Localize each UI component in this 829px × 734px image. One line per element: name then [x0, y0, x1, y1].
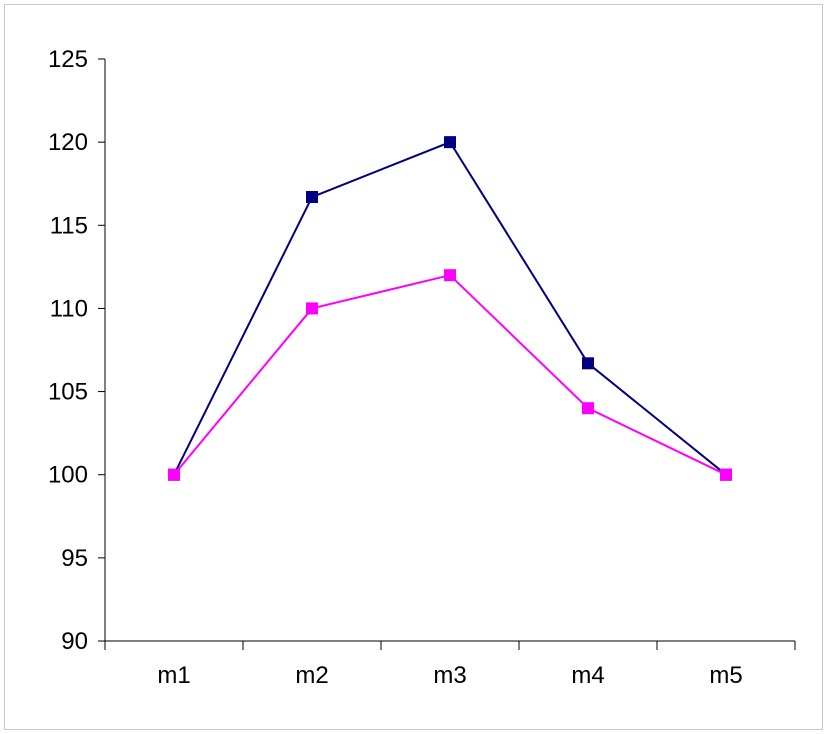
- series-line-1: [173, 140, 727, 476]
- x-tick-label: m1: [157, 662, 190, 689]
- series-2-marker: [720, 468, 732, 481]
- y-tick-label: 105: [48, 379, 88, 406]
- y-tick-label: 100: [48, 462, 88, 489]
- series-2-marker: [444, 269, 456, 282]
- series-1-marker: [306, 191, 318, 204]
- series-1-marker: [582, 357, 594, 370]
- y-tick-label: 115: [50, 212, 88, 239]
- y-tick-label: 110: [50, 295, 88, 322]
- x-tick-label: m5: [709, 662, 742, 689]
- series-1-marker: [444, 136, 456, 149]
- y-tick-label: 95: [61, 545, 88, 572]
- y-tick-label: 125: [48, 46, 88, 73]
- x-tick-label: m2: [295, 662, 328, 689]
- series-2-marker: [306, 302, 318, 315]
- x-tick-label: m4: [571, 662, 604, 689]
- y-tick-label: 120: [48, 129, 88, 156]
- series-2-marker: [168, 468, 180, 481]
- axes: [98, 58, 796, 650]
- y-tick-label: 90: [61, 628, 88, 655]
- series-group: [168, 136, 732, 481]
- x-tick-label: m3: [433, 662, 466, 689]
- series-2-marker: [582, 402, 594, 415]
- y-tick-labels: 90 95 100 105 110 115 120 125: [48, 46, 88, 655]
- chart-frame: [4, 4, 823, 730]
- x-tick-labels: m1 m2 m3 m4 m5: [157, 662, 742, 689]
- series-line-2: [173, 274, 727, 476]
